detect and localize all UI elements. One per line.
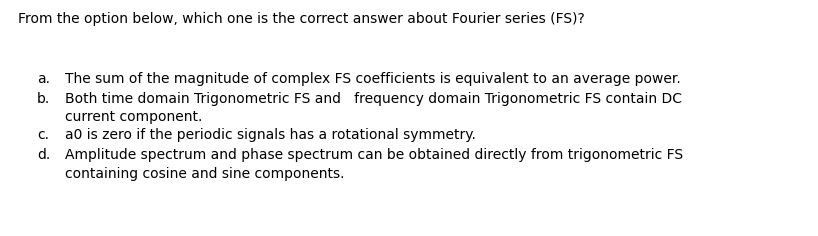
Text: c.: c. <box>37 128 49 142</box>
Text: containing cosine and sine components.: containing cosine and sine components. <box>65 167 344 181</box>
Text: a0 is zero if the periodic signals has a rotational symmetry.: a0 is zero if the periodic signals has a… <box>65 128 476 142</box>
Text: current component.: current component. <box>65 110 202 124</box>
Text: Both time domain Trigonometric FS and   frequency domain Trigonometric FS contai: Both time domain Trigonometric FS and fr… <box>65 92 682 106</box>
Text: Amplitude spectrum and phase spectrum can be obtained directly from trigonometri: Amplitude spectrum and phase spectrum ca… <box>65 148 683 162</box>
Text: d.: d. <box>37 148 50 162</box>
Text: a.: a. <box>37 72 50 86</box>
Text: b.: b. <box>37 92 50 106</box>
Text: From the option below, which one is the correct answer about Fourier series (FS): From the option below, which one is the … <box>18 12 585 26</box>
Text: The sum of the magnitude of complex FS coefficients is equivalent to an average : The sum of the magnitude of complex FS c… <box>65 72 681 86</box>
